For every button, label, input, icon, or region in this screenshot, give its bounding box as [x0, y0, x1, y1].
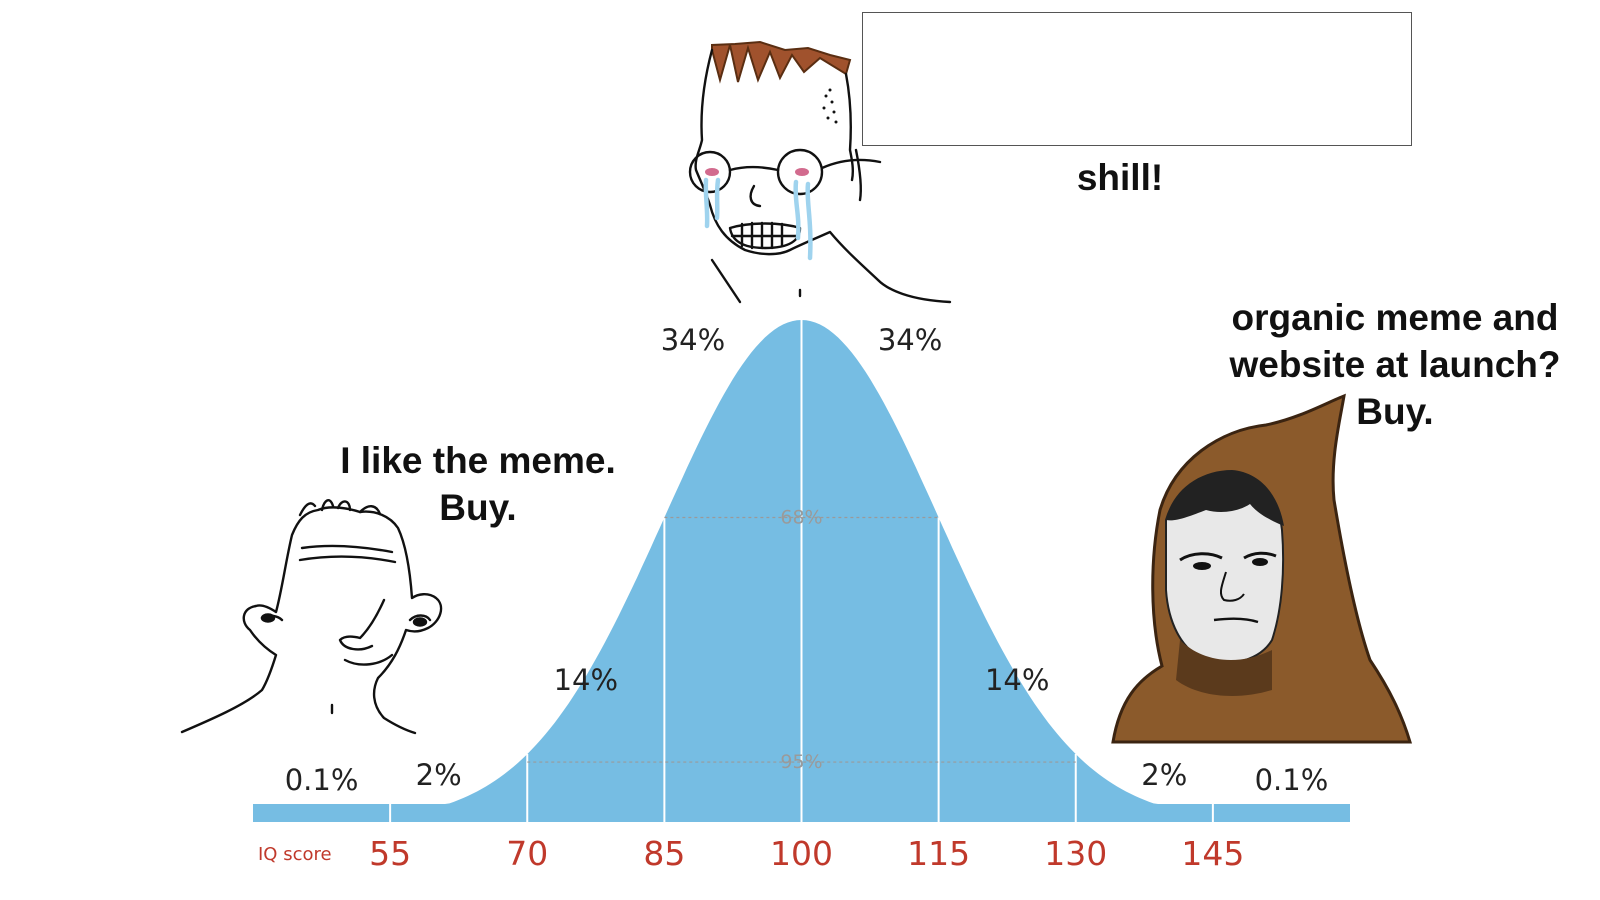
redaction-box — [862, 12, 1412, 146]
segment-percent-label: 34% — [661, 323, 725, 357]
right-caption-line-2: website at launch? — [1229, 343, 1561, 385]
x-tick-label: 100 — [770, 834, 833, 873]
segment-percent-label: 34% — [878, 323, 942, 357]
top-crying-wojak-illustration — [688, 40, 952, 304]
x-axis-title: IQ score — [258, 844, 332, 865]
left-caption-line-2: Buy. — [439, 486, 517, 528]
range-percent-label: 95% — [780, 751, 822, 773]
left-caption-line-1: I like the meme. — [340, 440, 616, 481]
segment-percent-label: 0.1% — [1255, 763, 1329, 797]
top-caption: shill! — [1076, 157, 1164, 198]
x-tick-label: 130 — [1044, 834, 1107, 873]
segment-percent-label: 0.1% — [285, 763, 359, 797]
segment-percent-label: 2% — [416, 758, 462, 792]
left-wojak-illustration — [180, 499, 443, 735]
segment-percent-label: 14% — [554, 663, 618, 697]
range-percent-label: 68% — [780, 507, 822, 529]
left-caption: I like the meme. Buy. — [318, 438, 638, 532]
x-tick-label: 145 — [1181, 834, 1244, 873]
x-tick-label: 115 — [907, 834, 970, 873]
segment-percent-label: 14% — [985, 663, 1049, 697]
x-tick-label: 85 — [643, 834, 685, 873]
segment-percent-label: 2% — [1141, 758, 1187, 792]
right-caption-line-1: organic meme and — [1231, 297, 1559, 338]
right-hooded-figure-illustration — [1111, 393, 1413, 744]
x-tick-label: 55 — [369, 834, 411, 873]
x-tick-label: 70 — [506, 834, 548, 873]
right-caption-line-3: Buy. — [1356, 390, 1434, 432]
right-caption: organic meme and website at launch? Buy. — [1195, 295, 1595, 436]
